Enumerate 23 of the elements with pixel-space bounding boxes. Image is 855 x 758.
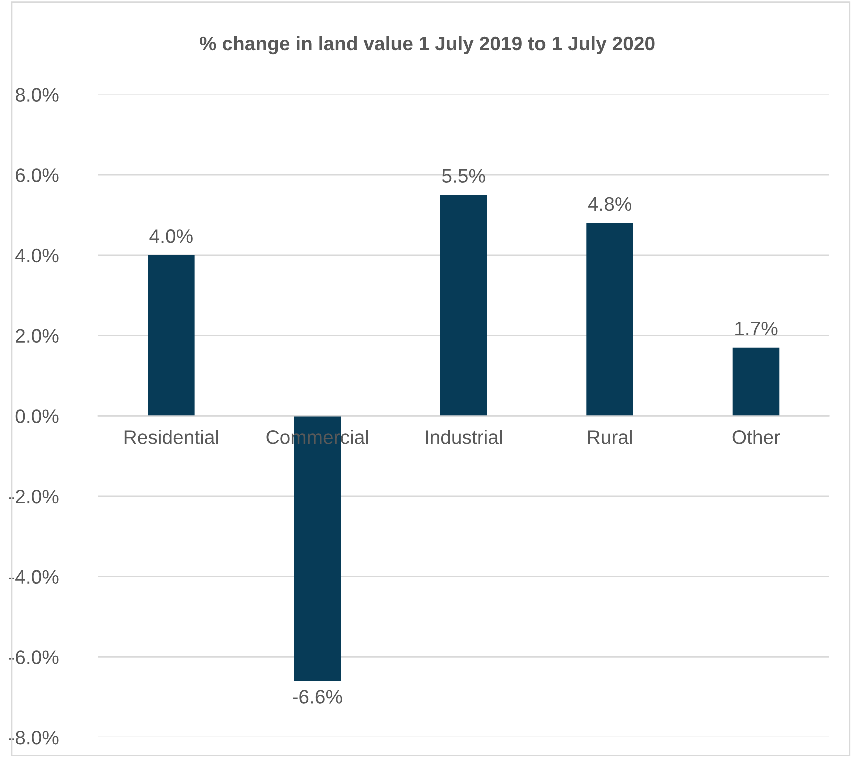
- y-tick-label: -4.0%: [10, 570, 59, 584]
- bar: [440, 195, 488, 416]
- y-tick-label: -2.0%: [10, 490, 59, 504]
- y-tick-label: -8.0%: [10, 731, 59, 745]
- y-tick-label: 8.0%: [16, 88, 59, 102]
- y-tick-label: 4.0%: [16, 248, 59, 263]
- data-label: 4.0%: [150, 230, 193, 244]
- x-tick-label: Rural: [588, 430, 632, 444]
- x-tick-label: Residential: [124, 430, 218, 444]
- data-label: 5.5%: [442, 169, 486, 184]
- bar: [148, 255, 195, 416]
- y-tick-label: 6.0%: [16, 168, 59, 182]
- bar: [586, 223, 634, 416]
- bar: [732, 348, 780, 416]
- y-tick-label: 2.0%: [16, 329, 59, 344]
- data-label: -6.6%: [293, 690, 342, 704]
- chart-title: % change in land value 1 July 2019 to 1 July 2020: [200, 36, 655, 55]
- x-tick-label: Industrial: [426, 430, 502, 444]
- y-tick-label: 0.0%: [16, 410, 59, 424]
- x-tick-label: Other: [732, 430, 780, 444]
- y-tick-label: -6.0%: [10, 650, 59, 664]
- data-label: 1.7%: [736, 322, 778, 336]
- data-label: 4.8%: [588, 197, 632, 212]
